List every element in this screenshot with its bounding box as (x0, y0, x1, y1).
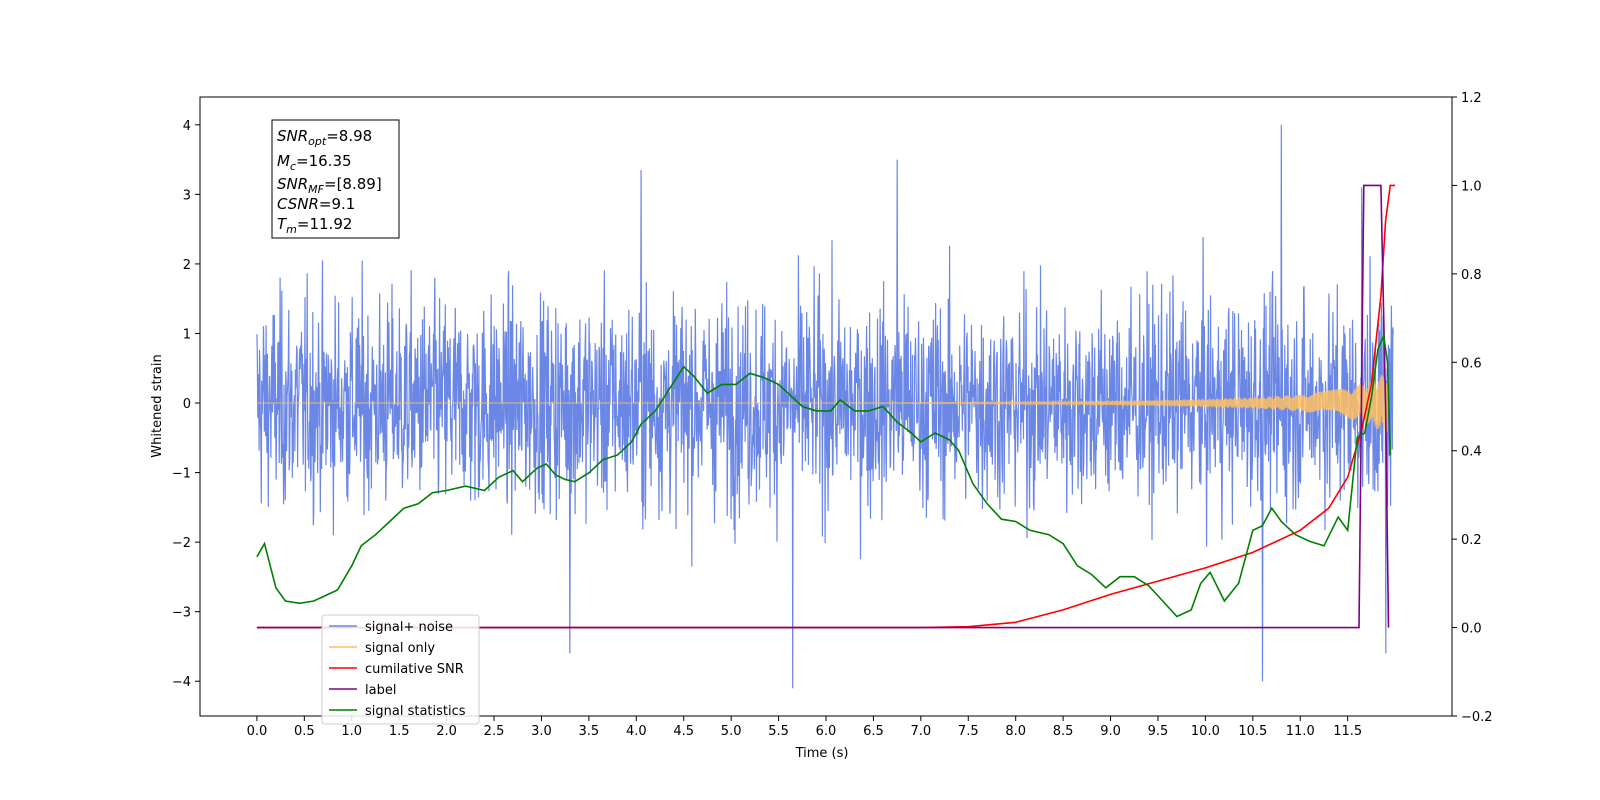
legend-label: signal+ noise (365, 620, 453, 635)
signal-only-series (256, 374, 1388, 434)
y2-tick-label: 0.2 (1461, 533, 1482, 548)
signal-noise-line (256, 124, 1394, 689)
y-tick-label: 4 (183, 119, 191, 134)
y-tick-label: −1 (172, 467, 191, 482)
legend-label: signal only (365, 641, 435, 656)
y-tick-label: 0 (183, 397, 191, 412)
x-tick-label: 6.0 (816, 724, 837, 739)
annotation-snr-opt: SNRopt=8.98 (277, 127, 372, 148)
annotation-mc: Mc=16.35 (277, 152, 352, 173)
legend-label: cumilative SNR (365, 662, 464, 677)
x-axis: 0.0 0.5 1.0 1.5 2.0 2.5 3.0 3.5 4.0 4.5 5.0 5.5 6.0 6… (247, 716, 1362, 739)
legend: signal+ noise signal only cumilative SNR la… (321, 614, 480, 725)
overlay-series (256, 184, 1396, 629)
y2-tick-label: 0.4 (1461, 445, 1482, 460)
x-tick-label: 3.0 (531, 724, 552, 739)
x-tick-label: 4.0 (626, 724, 647, 739)
y-tick-label: 1 (183, 327, 191, 342)
signal-only-line (256, 374, 1388, 434)
y2-tick-label: 1.0 (1461, 179, 1482, 194)
label-line (256, 184, 1390, 629)
y-tick-label: 3 (183, 188, 191, 203)
y2-tick-label: 0.8 (1461, 268, 1482, 283)
y-axis-label: Whitened strain (150, 354, 165, 457)
x-tick-label: 6.5 (863, 724, 884, 739)
x-tick-label: 5.5 (768, 724, 789, 739)
y2-tick-label: 0.6 (1461, 356, 1482, 371)
x-tick-label: 7.5 (958, 724, 979, 739)
annotation-snr-mf: SNRMF=[8.89] (277, 175, 382, 196)
x-tick-label: 2.0 (436, 724, 457, 739)
annotation-tm: Tm=11.92 (277, 215, 352, 236)
x-tick-label: 0.0 (247, 724, 268, 739)
x-tick-label: 4.5 (673, 724, 694, 739)
annotation-box: SNRopt=8.98 Mc=16.35 SNRMF=[8.89] CSNR=9… (271, 119, 400, 239)
y-tick-label: −3 (172, 606, 191, 621)
legend-label: label (365, 683, 396, 698)
signal-noise-series (256, 124, 1394, 689)
x-tick-label: 0.5 (294, 724, 315, 739)
x-axis-label: Time (s) (795, 746, 849, 761)
y2-tick-label: 1.2 (1461, 91, 1482, 106)
x-tick-label: 1.5 (389, 724, 410, 739)
x-tick-label: 9.0 (1100, 724, 1121, 739)
x-tick-label: 8.0 (1005, 724, 1026, 739)
legend-label: signal statistics (365, 704, 466, 719)
x-tick-label: 7.0 (911, 724, 932, 739)
x-tick-label: 5.0 (721, 724, 742, 739)
x-tick-label: 2.5 (484, 724, 505, 739)
x-tick-label: 10.5 (1238, 724, 1267, 739)
x-tick-label: 11.5 (1333, 724, 1362, 739)
y2-tick-label: 0.0 (1461, 622, 1482, 637)
annotation-csnr: CSNR=9.1 (277, 195, 355, 213)
y-tick-label: −2 (172, 536, 191, 551)
y-tick-label: −4 (172, 675, 191, 690)
y2-tick-label: −0.2 (1461, 710, 1493, 725)
signal-statistics-line (256, 332, 1392, 618)
x-tick-label: 8.5 (1053, 724, 1074, 739)
y-tick-label: 2 (183, 258, 191, 273)
x-tick-label: 10.0 (1191, 724, 1220, 739)
cumulative-snr-line (256, 184, 1396, 629)
x-tick-label: 1.0 (341, 724, 362, 739)
x-tick-label: 11.0 (1286, 724, 1315, 739)
x-tick-label: 9.5 (1148, 724, 1169, 739)
x-tick-label: 3.5 (579, 724, 600, 739)
y-axis-right: 1.2 1.0 0.8 0.6 0.4 0.2 0.0 −0.2 (1452, 91, 1493, 725)
y-axis-left: 4 3 2 1 0 −1 −2 −3 −4 (172, 119, 200, 690)
